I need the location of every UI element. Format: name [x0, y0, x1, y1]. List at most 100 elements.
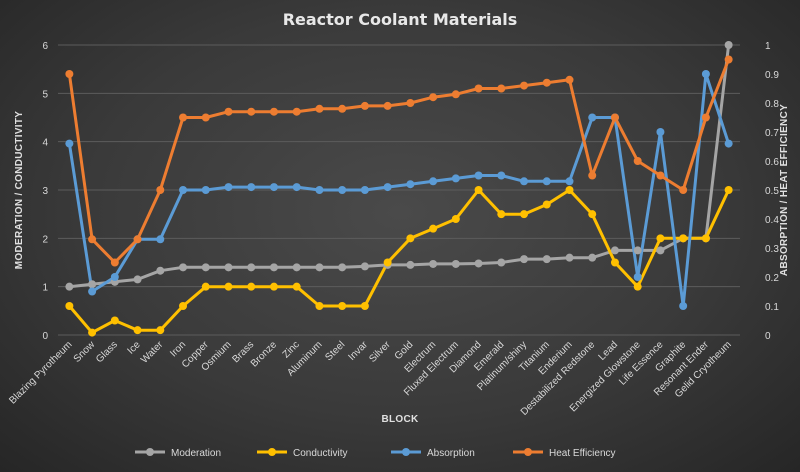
- moderation-point: [201, 263, 210, 272]
- conductivity-point: [383, 258, 392, 267]
- right-tick-label: 0.5: [765, 186, 779, 197]
- moderation-point: [65, 282, 74, 291]
- absorption-point: [65, 139, 74, 148]
- moderation-point: [156, 266, 165, 275]
- moderation-point: [360, 262, 369, 271]
- conductivity-point: [474, 186, 483, 194]
- heat-efficiency-point: [65, 70, 74, 78]
- absorption-point: [338, 186, 347, 194]
- conductivity-point: [156, 326, 165, 335]
- moderation-point: [292, 263, 301, 272]
- moderation-point: [610, 246, 619, 255]
- x-tick-label: Snow: [72, 339, 98, 365]
- right-tick-label: 0.7: [765, 128, 779, 139]
- moderation-point: [224, 263, 233, 272]
- conductivity-point: [315, 302, 324, 310]
- moderation-point: [520, 255, 529, 264]
- absorption-point: [179, 186, 188, 194]
- moderation-point: [451, 259, 460, 268]
- left-tick-label: 0: [42, 331, 48, 342]
- conductivity-point: [679, 234, 688, 243]
- absorption-point: [88, 287, 97, 296]
- absorption-point: [679, 302, 688, 310]
- moderation-point: [633, 246, 642, 255]
- series-lines: [67, 44, 731, 335]
- conductivity-point: [656, 234, 665, 243]
- absorption-point: [542, 177, 551, 186]
- x-tick-label: Blazing Pyrotheum: [7, 339, 74, 406]
- absorption-point: [633, 273, 642, 281]
- heat-efficiency-point: [724, 55, 733, 64]
- absorption-point: [656, 128, 665, 136]
- moderation-point: [406, 260, 415, 269]
- heat-efficiency-point: [179, 113, 188, 122]
- conductivity-point: [360, 302, 369, 310]
- right-tick-label: 0.9: [765, 70, 779, 81]
- heat-efficiency-point: [588, 171, 597, 180]
- heat-efficiency-point: [110, 258, 119, 267]
- x-tick-label: Ice: [125, 339, 143, 357]
- conductivity-point: [429, 224, 438, 233]
- left-axis-ticks: 0 1 2 3 4 5 6: [42, 41, 48, 342]
- heat-efficiency-point: [542, 78, 551, 87]
- absorption-line: [67, 72, 731, 308]
- conductivity-point: [588, 210, 597, 219]
- right-tick-label: 1: [765, 41, 771, 52]
- conductivity-point: [406, 234, 415, 243]
- chart-title: Reactor Coolant Materials: [283, 10, 518, 29]
- heat-efficiency-point: [338, 104, 347, 113]
- moderation-point: [429, 259, 438, 268]
- absorption-point: [588, 113, 597, 122]
- conductivity-point: [247, 282, 256, 291]
- absorption-point: [269, 183, 278, 192]
- left-tick-label: 6: [42, 41, 48, 52]
- heat-efficiency-point: [360, 101, 369, 110]
- moderation-point: [542, 255, 551, 264]
- right-tick-label: 0.2: [765, 273, 779, 284]
- conductivity-point: [724, 186, 733, 194]
- conductivity-point: [292, 282, 301, 291]
- conductivity-point: [224, 282, 233, 291]
- moderation-point: [588, 253, 597, 262]
- absorption-point: [520, 177, 529, 186]
- moderation-point: [724, 41, 733, 49]
- heat-efficiency-point: [429, 93, 438, 102]
- moderation-point: [565, 253, 574, 262]
- moderation-legend-label: Moderation: [171, 448, 221, 459]
- heat-efficiency-point: [474, 84, 483, 93]
- absorption-point: [224, 183, 233, 192]
- x-tick-label: Glass: [94, 339, 120, 365]
- absorption-point: [292, 183, 301, 192]
- right-tick-label: 0.3: [765, 244, 779, 255]
- conductivity-point: [269, 282, 278, 291]
- heat-efficiency-point: [406, 99, 415, 107]
- conductivity-point: [565, 186, 574, 194]
- left-tick-label: 4: [42, 138, 48, 149]
- conductivity-point: [520, 210, 529, 219]
- moderation-point: [497, 258, 506, 267]
- moderation-point: [315, 263, 324, 272]
- heat-efficiency-point: [633, 157, 642, 165]
- moderation-point: [133, 275, 142, 284]
- heat-efficiency-point: [133, 235, 142, 244]
- moderation-point: [88, 280, 97, 289]
- conductivity-point: [633, 282, 642, 291]
- heat-efficiency-line: [67, 58, 730, 264]
- right-axis-ticks: 0 0.1 0.2 0.3 0.4 0.5 0.6 0.7 0.8 0.9 1: [765, 41, 779, 342]
- conductivity-legend-marker: [268, 448, 276, 456]
- x-tick-label: Steel: [323, 339, 347, 363]
- heat-efficiency-point: [224, 107, 233, 116]
- legend: Moderation Conductivity Absorption Heat Eff…: [135, 448, 616, 459]
- heat-efficiency-legend-label: Heat Efficiency: [549, 448, 616, 459]
- absorption-point: [724, 139, 733, 148]
- absorption-point: [315, 186, 324, 194]
- heat-efficiency-point: [269, 107, 278, 116]
- x-tick-label: Invar: [347, 339, 371, 363]
- left-tick-label: 1: [42, 283, 48, 294]
- gridlines: [58, 44, 740, 336]
- heat-efficiency-point: [292, 107, 301, 116]
- absorption-point: [156, 235, 165, 244]
- left-tick-label: 3: [42, 186, 48, 197]
- heat-efficiency-point: [679, 186, 688, 194]
